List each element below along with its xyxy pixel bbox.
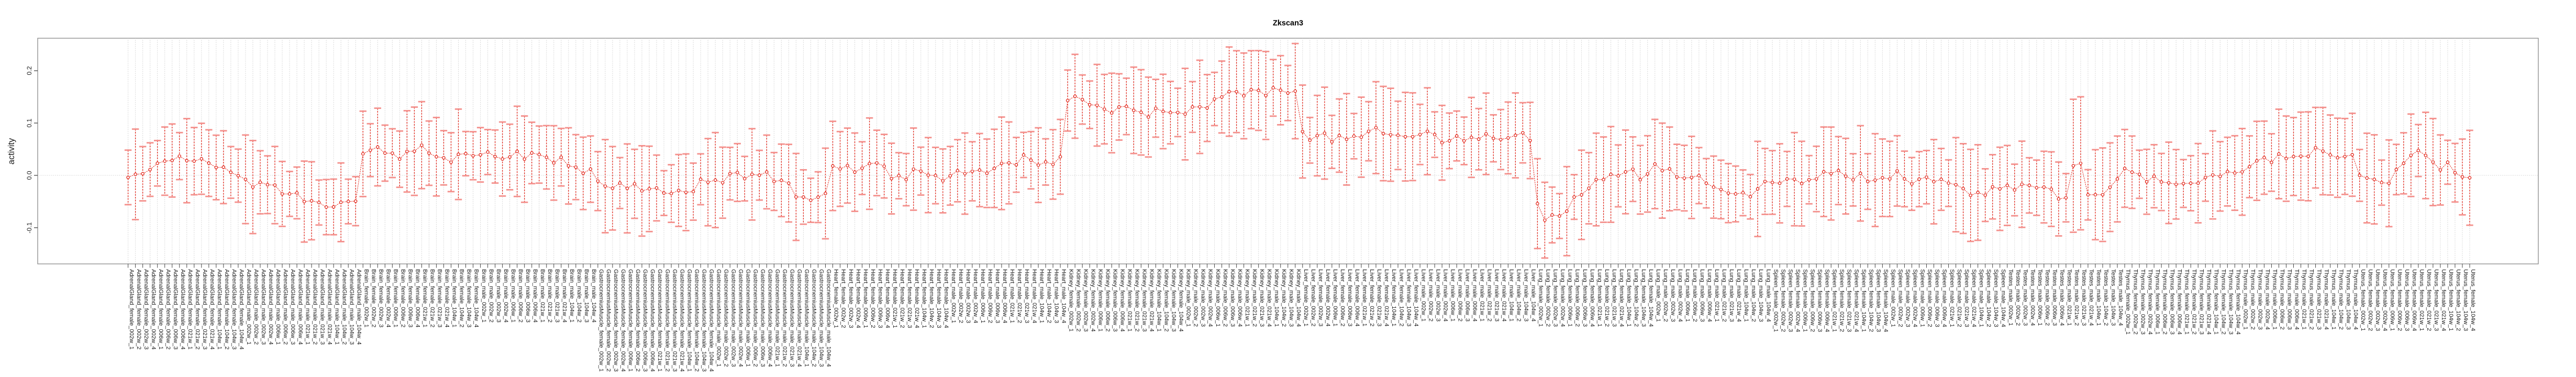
- svg-text:Zkscan3: Zkscan3: [1273, 19, 1303, 28]
